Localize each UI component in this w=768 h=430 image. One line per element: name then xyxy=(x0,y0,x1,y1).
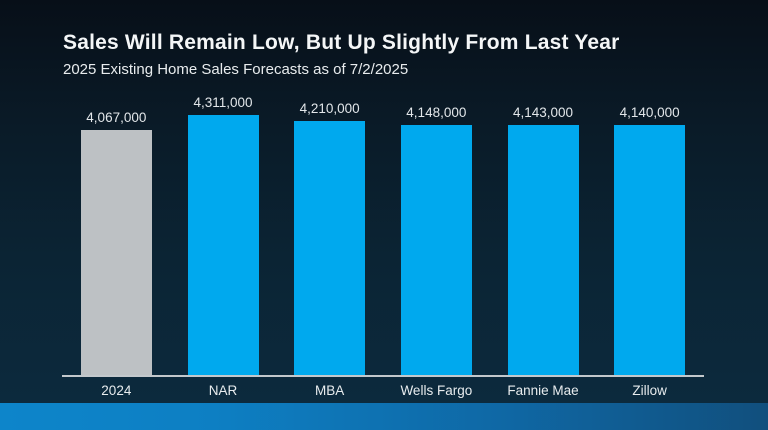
bar-category-label: 2024 xyxy=(101,383,132,398)
chart-bar xyxy=(294,121,366,375)
chart-title: Sales Will Remain Low, But Up Slightly F… xyxy=(63,31,620,54)
bar-category-label: Wells Fargo xyxy=(400,383,473,398)
chart-bar xyxy=(507,125,579,375)
chart-bar xyxy=(400,125,472,375)
bar-value-label: 4,311,000 xyxy=(193,95,253,110)
chart-subtitle: 2025 Existing Home Sales Forecasts as of… xyxy=(63,61,409,78)
bar-value-label: 4,210,000 xyxy=(299,101,360,116)
bar-category-label: Fannie Mae xyxy=(507,383,579,398)
x-axis-line xyxy=(62,375,704,377)
bottom-accent-bar xyxy=(0,403,768,430)
bar-value-label: 4,067,000 xyxy=(86,110,147,125)
bar-value-label: 4,148,000 xyxy=(406,105,467,120)
chart-bar xyxy=(187,115,259,375)
chart-bar xyxy=(80,130,152,375)
bar-value-label: 4,140,000 xyxy=(619,105,680,120)
bar-category-label: MBA xyxy=(315,383,345,398)
chart-bar xyxy=(614,125,686,375)
bar-category-label: Zillow xyxy=(632,383,667,398)
bar-category-label: NAR xyxy=(208,383,238,398)
bar-value-label: 4,143,000 xyxy=(512,105,574,120)
